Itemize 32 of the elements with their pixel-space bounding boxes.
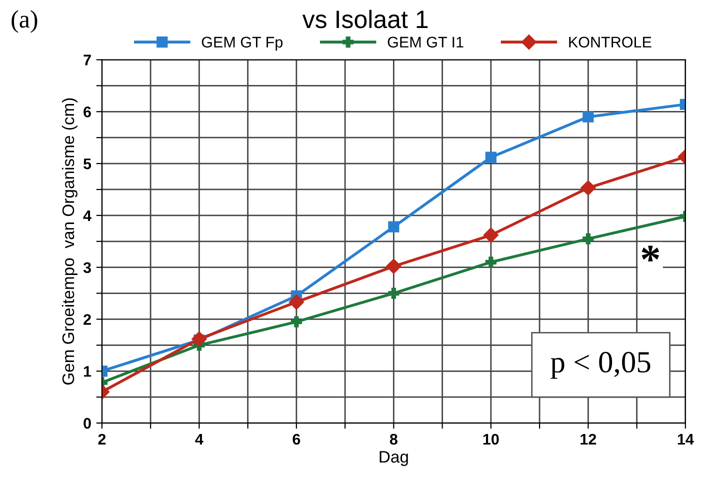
point bbox=[388, 221, 400, 232]
point bbox=[388, 288, 400, 299]
x-tick-label: 12 bbox=[580, 434, 596, 445]
x-tick-label: 2 bbox=[98, 434, 106, 445]
chart-title: vs Isolaat 1 bbox=[302, 10, 428, 28]
x-axis-title: Dag bbox=[380, 451, 408, 466]
y-tick-label: 2 bbox=[84, 314, 91, 325]
point bbox=[485, 256, 496, 268]
x-tick-label: 8 bbox=[390, 434, 398, 445]
y-tick-label: 0 bbox=[84, 418, 91, 429]
point bbox=[485, 152, 496, 163]
point bbox=[386, 258, 402, 274]
annotation: * bbox=[642, 246, 660, 262]
y-axis-title: Gem Groeitempo van Organisme (cm) bbox=[62, 98, 78, 385]
y-tick-label: 7 bbox=[84, 54, 91, 66]
y-tick-label: 3 bbox=[83, 262, 91, 274]
y-tick-label: 6 bbox=[84, 106, 91, 118]
annotation: p < 0,05 bbox=[550, 352, 650, 379]
legend-label: GEM GT I1 bbox=[388, 36, 464, 48]
x-tick-label: 4 bbox=[195, 434, 204, 445]
point bbox=[288, 294, 304, 310]
y-tick-label: 4 bbox=[83, 210, 92, 221]
legend-label: GEM GT Fp bbox=[202, 36, 283, 51]
y-tick-label: 5 bbox=[83, 158, 92, 170]
point bbox=[483, 228, 498, 243]
legend-label: KONTROLE bbox=[569, 36, 652, 48]
point bbox=[290, 316, 302, 328]
y-tick-label: 1 bbox=[84, 366, 92, 377]
text: (a) bbox=[12, 10, 38, 33]
x-tick-label: 14 bbox=[678, 434, 694, 445]
x-tick-label: 10 bbox=[483, 434, 499, 445]
x-tick-label: 6 bbox=[292, 434, 300, 445]
